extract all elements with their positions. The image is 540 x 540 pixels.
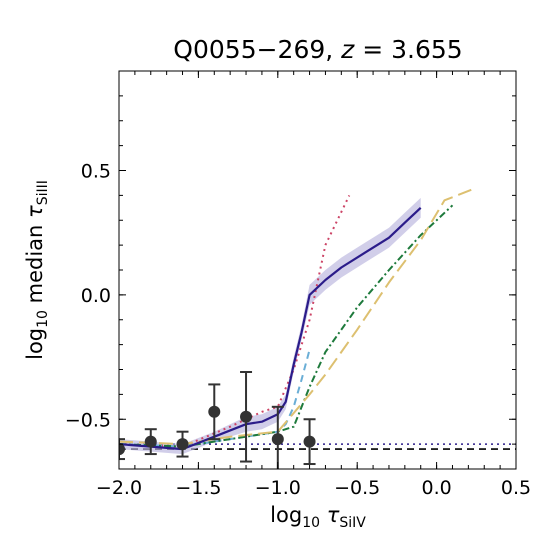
series-4-line [119,204,454,448]
y-axis-label-sub: 10 [35,310,51,328]
x-tick-label: −0.5 [334,477,380,499]
x-tick-label: −1.5 [175,477,221,499]
x-axis-label-sub: 10 [302,515,320,531]
chart-title: Q0055−269, z = 3.655 [173,35,462,64]
data-point [240,410,253,423]
x-axis-label-prefix: log [270,503,302,527]
y-axis-label-prefix: log [23,328,47,360]
x-tick-label: 0.0 [421,477,451,499]
plot-content [119,186,516,469]
x-tick-label: −2.0 [96,477,142,499]
x-axis-label: log10 τSiIV [270,503,366,531]
plot-frame [118,70,517,470]
y-axis-label-word: median [23,218,47,310]
data-point [176,438,189,451]
y-axis-label: log10 median τSiIII [23,180,51,360]
series-5-line [119,186,477,446]
axis-ticks: −2.0 −1.5 −1.0 −0.5 0.0 0.5 −0.5 0.0 0.5 [65,70,531,499]
series-2-line [119,194,351,448]
y-tick-label: −0.5 [65,409,111,431]
series-1-line [119,206,422,451]
x-tick-label: −1.0 [255,477,301,499]
y-axis-label-ion: SiIII [35,180,51,205]
y-tick-label: 0.0 [81,285,111,307]
data-point [271,433,284,446]
plot-area [119,186,516,469]
chart-title-main: Q0055−269, [173,35,341,64]
chart-title-rest: = 3.655 [354,35,462,64]
data-point [144,435,157,448]
data-point [208,405,221,418]
x-tick-label: 0.5 [501,477,531,499]
x-axis-label-symbol: τ [320,503,340,527]
chart-title-z: z [340,35,355,64]
series-1-band [119,197,421,455]
data-point [119,443,125,456]
x-axis-label-ion: SiIV [339,515,366,531]
y-axis-label-symbol: τ [23,205,47,218]
y-tick-label: 0.5 [81,161,111,183]
data-point [303,435,316,448]
